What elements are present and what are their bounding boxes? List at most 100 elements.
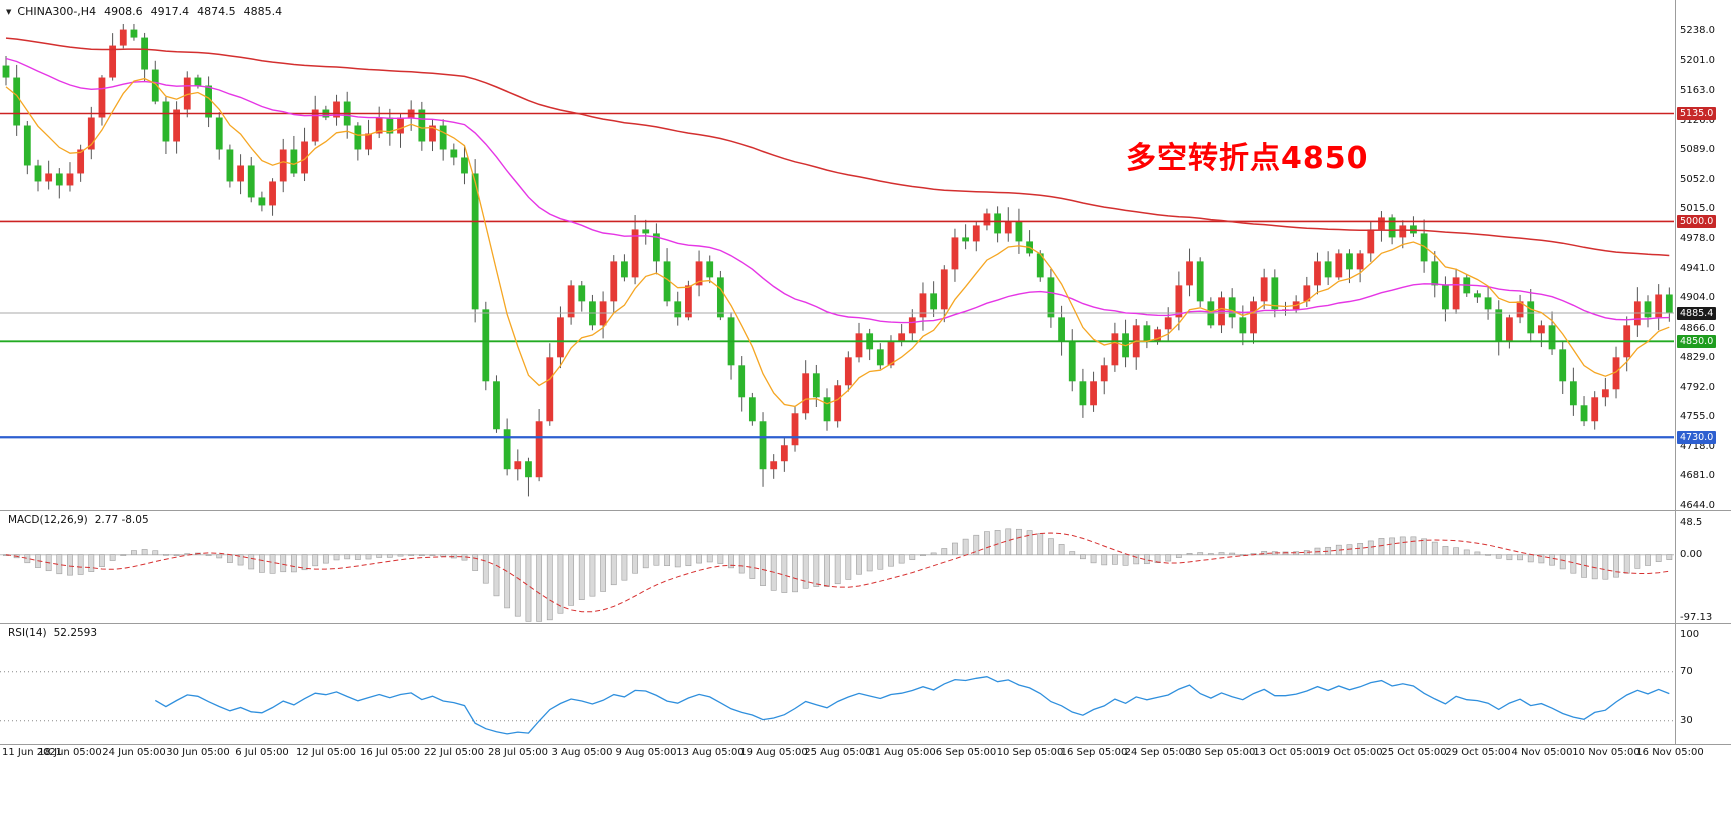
symbol-dropdown-icon[interactable]: ▼ <box>6 7 12 16</box>
candle-body <box>908 317 916 334</box>
candle-body <box>482 309 490 382</box>
macd-bar <box>813 554 820 587</box>
macd-bar <box>1080 554 1086 560</box>
macd-bar <box>1048 538 1054 556</box>
macd-bar <box>952 542 958 556</box>
candle-body <box>1601 389 1609 398</box>
macd-bar <box>120 554 127 556</box>
y-axis-label: 4718.0 <box>1680 440 1715 452</box>
candle-body <box>653 233 660 262</box>
time-axis-label: 25 Aug 05:00 <box>804 747 872 758</box>
macd-bar <box>1143 554 1150 565</box>
candle-body <box>301 141 308 174</box>
time-axis-label: 16 Sep 05:00 <box>1060 747 1128 758</box>
candle-body <box>1527 301 1535 334</box>
candle-body <box>812 373 820 398</box>
symbol-name: CHINA300-,H4 <box>17 5 97 18</box>
macd-bar <box>1282 551 1289 556</box>
candle-body <box>1260 277 1268 302</box>
macd-axis-label: 0.00 <box>1680 548 1703 560</box>
candle-body <box>1196 261 1204 302</box>
macd-bar <box>1570 554 1577 574</box>
candle-body <box>674 301 682 318</box>
macd-bar <box>365 554 372 560</box>
candle-body <box>258 197 266 206</box>
macd-bar <box>163 554 169 556</box>
macd-bar <box>131 550 137 556</box>
candle-body <box>1079 381 1087 406</box>
macd-bar <box>440 554 447 557</box>
candle-body <box>1612 357 1620 390</box>
macd-bar <box>802 554 809 589</box>
price-tag-4850.0: 4850.0 <box>1677 334 1717 348</box>
candle-body <box>397 117 404 134</box>
candle-body <box>748 397 756 422</box>
macd-bar <box>749 554 756 579</box>
candle-body <box>215 117 223 150</box>
macd-bar <box>418 554 425 557</box>
candle-body <box>706 261 714 278</box>
candle-body <box>141 37 149 70</box>
macd-bar <box>1442 546 1449 556</box>
candle-body <box>1303 285 1311 302</box>
macd-bar <box>1101 554 1108 566</box>
candle-body <box>791 413 799 446</box>
candle-body <box>578 285 586 302</box>
macd-bar <box>1399 536 1406 556</box>
candle-body <box>1388 217 1396 238</box>
macd-bar <box>1495 554 1502 559</box>
candle-body <box>876 349 884 366</box>
macd-bar <box>1197 552 1204 556</box>
macd-bar <box>642 554 649 569</box>
y-axis-label: 4755.0 <box>1680 411 1715 423</box>
candle-body <box>503 429 511 470</box>
y-axis-label: 5052.0 <box>1680 173 1715 185</box>
candle-body <box>695 261 703 286</box>
y-axis-label: 4829.0 <box>1680 352 1715 364</box>
candle-body <box>55 173 63 186</box>
macd-bar <box>664 554 670 566</box>
macd-bar <box>472 554 479 571</box>
candle-body <box>1378 217 1385 230</box>
candle-body <box>1228 297 1236 318</box>
candle-body <box>994 213 1002 234</box>
chart-canvas[interactable] <box>0 0 1731 760</box>
rsi-axis-label: 30 <box>1680 714 1693 726</box>
macd-bar <box>1389 537 1396 556</box>
macd-bar <box>344 554 351 560</box>
macd-bar <box>1069 551 1076 556</box>
macd-bar <box>258 554 265 573</box>
time-axis-label: 3 Aug 05:00 <box>551 747 613 758</box>
macd-bar <box>205 554 212 556</box>
macd-bar <box>1378 538 1385 556</box>
y-axis-label: 5089.0 <box>1680 144 1715 156</box>
candle-body <box>1569 381 1577 406</box>
macd-bar <box>1410 536 1417 556</box>
macd-bar <box>1346 544 1353 556</box>
candle-body <box>1399 225 1407 238</box>
candle-body <box>1335 253 1343 278</box>
macd-bar <box>1154 554 1161 564</box>
macd-bar <box>877 554 884 570</box>
candle-body <box>77 149 85 174</box>
macd-bar <box>546 554 553 621</box>
macd-readout: 2.77 -8.05 <box>94 514 149 526</box>
macd-bar <box>1090 554 1097 564</box>
candle-body <box>1239 317 1247 334</box>
macd-bar <box>1655 554 1662 562</box>
ma-fast-orange <box>5 77 1670 408</box>
candle-body <box>34 165 42 182</box>
candle-body <box>279 149 287 182</box>
macd-title: MACD(12,26,9) <box>8 514 88 526</box>
candle-body <box>546 357 554 422</box>
macd-bar <box>685 554 692 567</box>
candle-body <box>930 293 938 310</box>
price-tag-5135.0: 5135.0 <box>1677 107 1717 120</box>
macd-bar <box>1016 528 1022 556</box>
macd-bar <box>280 554 287 573</box>
candle-body <box>98 77 106 118</box>
rsi-readout: 52.2593 <box>53 627 98 639</box>
macd-bar <box>482 554 489 584</box>
macd-bar <box>674 554 681 568</box>
candle-body <box>23 125 31 166</box>
